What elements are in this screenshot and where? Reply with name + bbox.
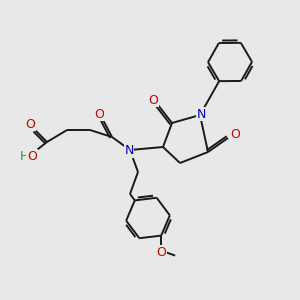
Text: O: O bbox=[94, 107, 104, 121]
Text: O: O bbox=[27, 149, 37, 163]
Text: N: N bbox=[196, 107, 206, 121]
Text: H: H bbox=[19, 149, 29, 163]
Text: O: O bbox=[156, 246, 166, 259]
Text: O: O bbox=[25, 118, 35, 130]
Text: O: O bbox=[148, 94, 158, 106]
Text: O: O bbox=[230, 128, 240, 140]
Text: N: N bbox=[124, 145, 134, 158]
